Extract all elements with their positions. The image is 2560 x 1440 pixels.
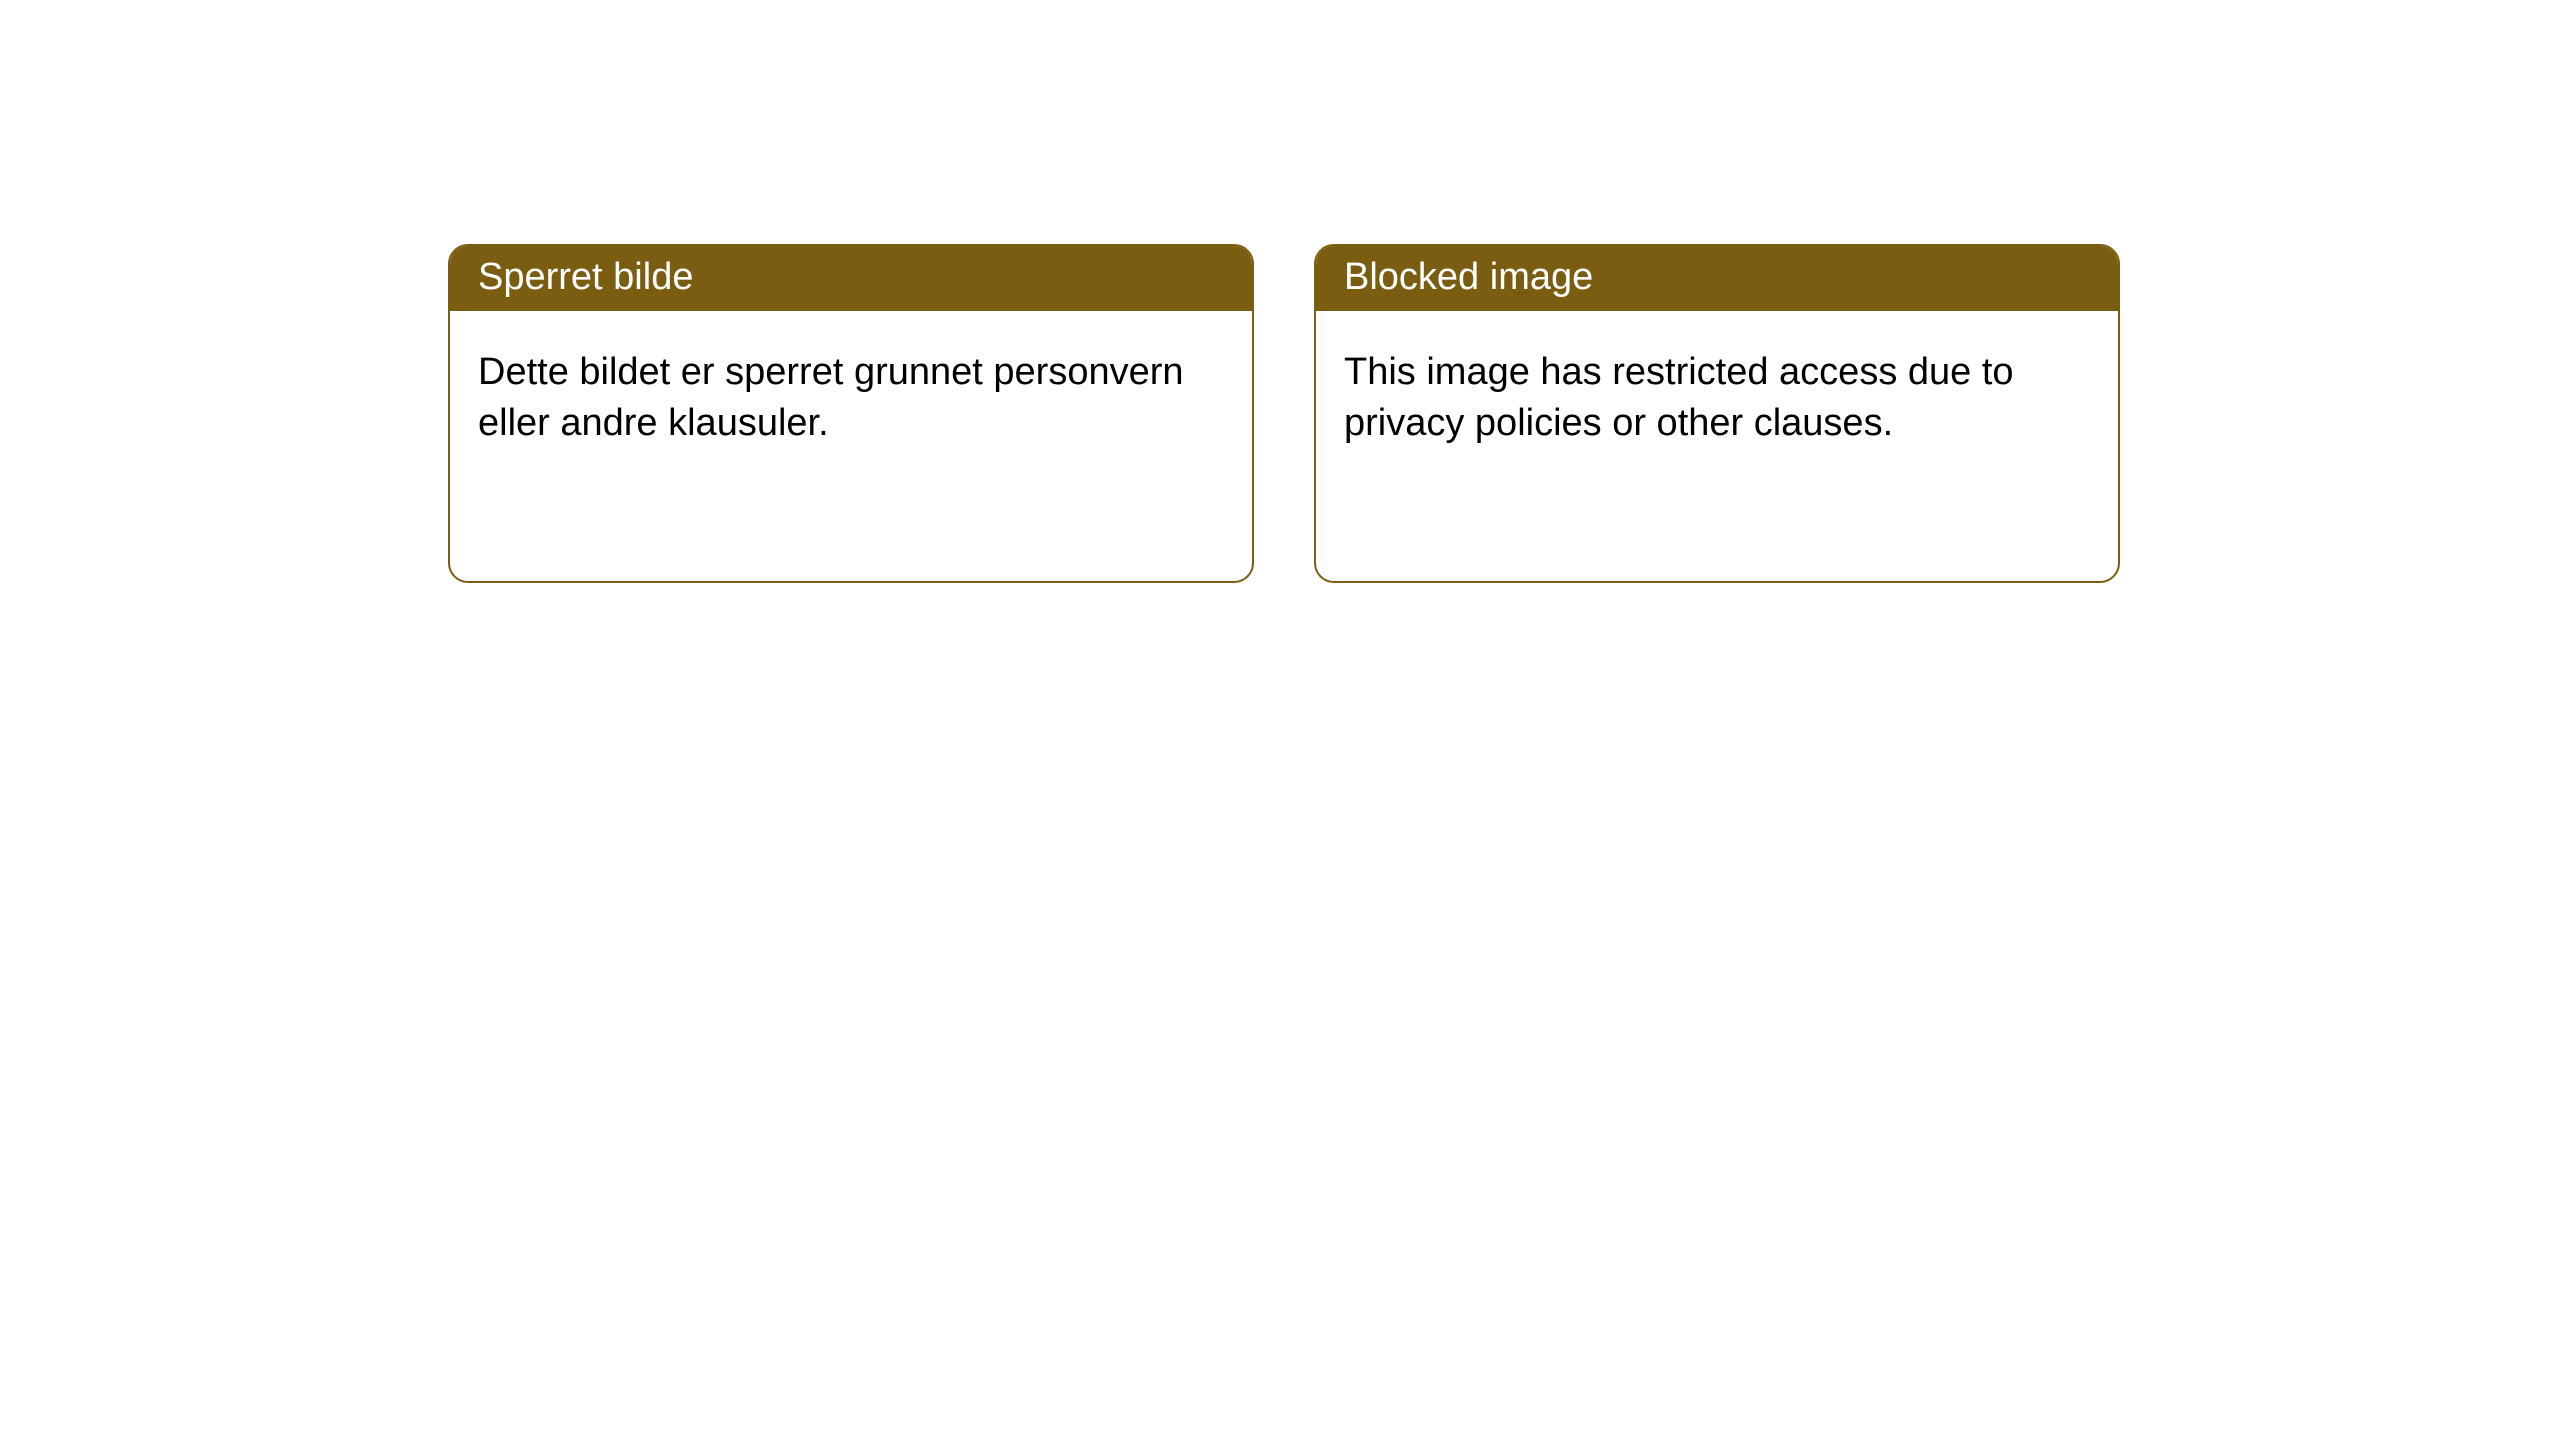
notice-card-english: Blocked image This image has restricted … [1314, 244, 2120, 583]
card-body-text: Dette bildet er sperret grunnet personve… [450, 311, 1252, 581]
notice-container: Sperret bilde Dette bildet er sperret gr… [0, 0, 2560, 583]
card-body-text: This image has restricted access due to … [1316, 311, 2118, 581]
notice-card-norwegian: Sperret bilde Dette bildet er sperret gr… [448, 244, 1254, 583]
card-title: Sperret bilde [450, 246, 1252, 311]
card-title: Blocked image [1316, 246, 2118, 311]
